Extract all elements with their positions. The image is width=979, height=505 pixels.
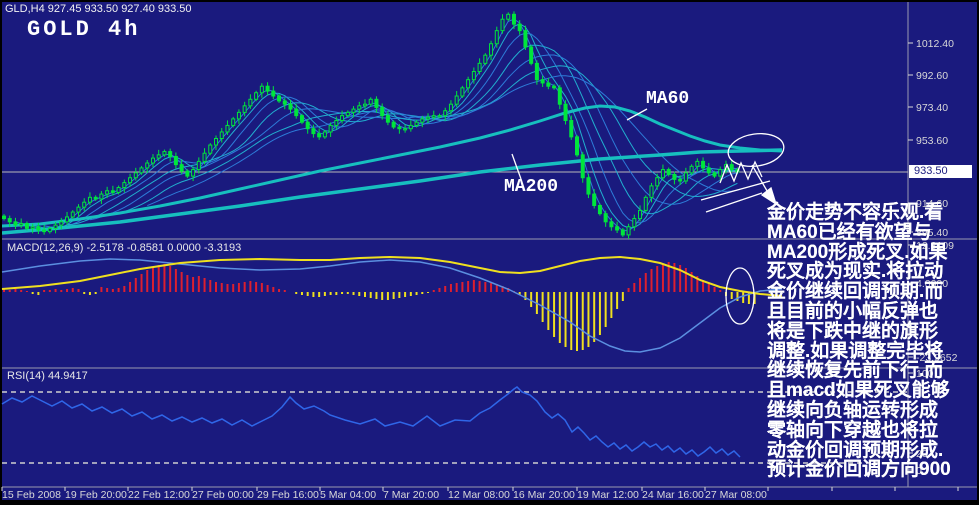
annotation-line: MA60已经有欲望与 — [767, 221, 932, 243]
time-axis-label: 27 Feb 00:00 — [192, 489, 254, 501]
time-axis-label: 19 Mar 12:00 — [577, 489, 639, 501]
rsi-axis-label: 100 — [916, 368, 934, 380]
ma200-line — [2, 148, 783, 235]
annotation-line: 零轴向下穿越也将拉 — [767, 419, 939, 441]
ma60-pointer[interactable] — [626, 108, 648, 121]
macd-signal-line — [1, 258, 783, 353]
macd-panel[interactable] — [1, 255, 783, 353]
rsi-panel[interactable] — [1, 386, 908, 464]
trend-ellipse[interactable] — [726, 130, 786, 169]
price-axis-label: 914.60 — [916, 198, 948, 210]
time-axis-label: 29 Feb 16:00 — [257, 489, 319, 501]
annotation-line: 继续向负轴运转形成 — [767, 399, 939, 421]
macd-main-line — [1, 255, 783, 297]
price-axis-label: 895.40 — [916, 227, 948, 239]
time-axis-label: 5 Mar 04:00 — [320, 489, 376, 501]
time-axis-labels: 15 Feb 2008 19 Feb 20:00 22 Feb 12:00 27 Fe… — [1, 487, 959, 501]
ma60-label: MA60 — [646, 89, 690, 109]
time-axis-label: 24 Mar 16:00 — [642, 489, 704, 501]
ma60-line — [2, 104, 783, 228]
chart-watermark: GOLD 4h — [27, 17, 141, 42]
price-axis-label: 973.40 — [916, 102, 948, 114]
rsi-line — [1, 386, 741, 458]
price-axis-label: 992.60 — [916, 70, 948, 82]
annotation-line: 继续恢复先前下行.而 — [767, 360, 944, 382]
time-axis-label: 12 Mar 08:00 — [448, 489, 510, 501]
annotation-line: 金价走势不容乐观.看 — [767, 202, 944, 223]
annotation-line: 且目前的小幅反弹也 — [767, 300, 939, 322]
price-axis-label: 1012.40 — [916, 38, 954, 50]
time-axis-label: 15 Feb 2008 — [2, 489, 61, 501]
price-axis-label: 953.60 — [916, 135, 948, 147]
macd-ellipse[interactable] — [725, 267, 755, 325]
candles-group — [2, 11, 740, 239]
arrow-icon — [760, 186, 778, 206]
macd-axis-label: 4.0000 — [916, 278, 948, 290]
symbol-ohlc-line: GLD,H4 927.45 933.50 927.40 933.50 — [5, 3, 192, 15]
flag-line[interactable] — [700, 180, 771, 201]
time-axis-label: 22 Feb 12:00 — [128, 489, 190, 501]
annotation-line: 死叉成为现实.将拉动 — [767, 261, 944, 283]
ma200-label: MA200 — [504, 177, 559, 197]
time-axis-label: 16 Mar 20:00 — [513, 489, 575, 501]
time-axis-label: 19 Feb 20:00 — [65, 489, 127, 501]
flag-zigzag[interactable] — [719, 160, 763, 184]
ma200-pointer[interactable] — [511, 153, 522, 180]
analyst-annotation-text: 金价走势不容乐观.看 MA60已经有欲望与 MA200形成死叉.如果 死叉成为现实.将… — [767, 203, 951, 480]
flag-line2[interactable] — [705, 192, 763, 213]
rsi-indicator-label: RSI(14) 44.9417 — [7, 370, 88, 382]
annotation-line: 调整.如果调整完毕将 — [767, 340, 944, 362]
annotation-line: 预计金价回调方向900 — [767, 459, 951, 481]
rsi-axis-label: 20 — [916, 448, 928, 460]
rsi-axis-label: 0 — [916, 465, 922, 477]
annotation-line: 金价继续回调预期.而 — [767, 281, 944, 303]
annotation-line: 将是下跌中继的旗形 — [767, 320, 939, 342]
price-panel[interactable] — [2, 11, 908, 240]
current-price-badge: 933.50 — [909, 165, 972, 178]
macd-indicator-label: MACD(12,26,9) -2.5178 -0.8581 0.0000 -3.… — [7, 242, 242, 254]
time-axis-label: 27 Mar 08:00 — [705, 489, 767, 501]
annotation-line: 且macd如果死叉能够 — [767, 380, 950, 402]
macd-axis-label: 12.8109 — [916, 240, 954, 252]
annotation-line: 动金价回调预期形成. — [767, 439, 944, 461]
drawn-annotations[interactable] — [511, 108, 786, 325]
macd-axis-label: -23.9652 — [916, 352, 958, 364]
ma-ribbon — [15, 18, 738, 232]
annotation-line: MA200形成死叉.如果 — [767, 241, 948, 263]
price-axis-labels: 1012.40 992.60 973.40 953.60 914.60 895.4012.… — [908, 38, 958, 477]
time-axis-label: 7 Mar 20:00 — [383, 489, 439, 501]
